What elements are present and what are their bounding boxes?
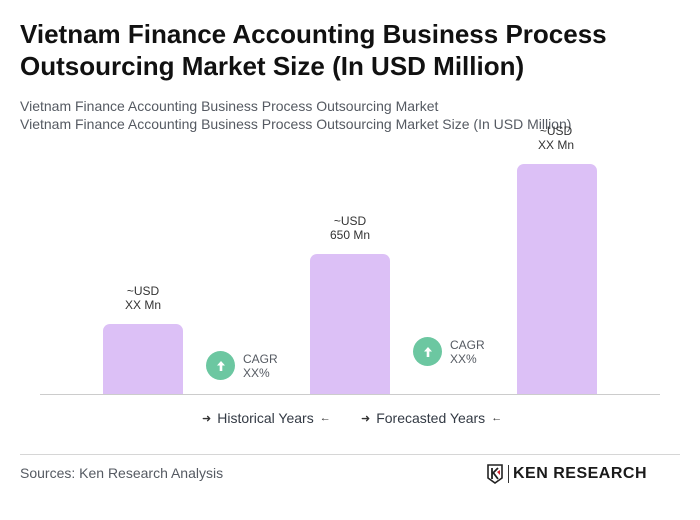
x-axis-line: [40, 394, 660, 395]
page-title: Vietnam Finance Accounting Business Proc…: [20, 19, 607, 81]
cagr-label: CAGR: [450, 337, 485, 352]
cagr-value: XX%: [450, 351, 477, 366]
ken-research-logo: KEN RESEARCH: [486, 464, 647, 484]
arrow-up-icon: [206, 351, 235, 380]
bar-label-line1: ~USD: [539, 124, 573, 138]
bar-label-line2: XX Mn: [537, 138, 574, 152]
arrow-up-icon: [413, 337, 442, 366]
legend-forecasted-label: Forecasted Years: [376, 410, 486, 426]
bar-label-line1: ~USD: [333, 214, 367, 228]
bar-chart: ~USD XX Mn CAGR XX% ~USD 650 Mn CAGR XX%…: [40, 124, 660, 395]
legend-historical: ➜ Historical Years ←: [196, 410, 337, 426]
bar-label-line1: ~USD: [126, 284, 160, 298]
arrow-right-icon: ➜: [202, 412, 212, 425]
bar-historical: [103, 324, 183, 394]
bar-label-line2: 650 Mn: [329, 228, 371, 242]
chart-subtitle: Vietnam Finance Accounting Business Proc…: [20, 98, 439, 114]
bar-value-label: ~USD XX Mn: [506, 124, 606, 152]
arrow-right-icon: ➜: [361, 412, 371, 425]
bar-label-line2: XX Mn: [124, 298, 161, 312]
cagr-value: XX%: [243, 365, 270, 380]
bar-value-label: ~USD XX Mn: [93, 284, 193, 312]
logo-text: KEN RESEARCH: [513, 465, 648, 482]
cagr-badge: CAGR XX%: [413, 337, 485, 366]
footer-divider: [20, 454, 680, 455]
arrow-left-icon: ←: [319, 412, 331, 424]
bar-forecast: [517, 164, 597, 394]
sources-text: Sources: Ken Research Analysis: [20, 465, 224, 481]
cagr-label: CAGR: [243, 351, 278, 366]
legend-historical-label: Historical Years: [217, 410, 314, 426]
bar-value-label: ~USD 650 Mn: [300, 214, 400, 242]
ken-logo-icon: [487, 464, 503, 484]
logo-separator: [508, 465, 509, 483]
arrow-left-icon: ←: [491, 412, 503, 424]
legend-forecasted: ➜ Forecasted Years ←: [355, 410, 508, 426]
bar-current: [310, 254, 390, 394]
chart-subtitle-secondary: Vietnam Finance Accounting Business Proc…: [20, 116, 572, 132]
cagr-badge: CAGR XX%: [206, 351, 278, 380]
